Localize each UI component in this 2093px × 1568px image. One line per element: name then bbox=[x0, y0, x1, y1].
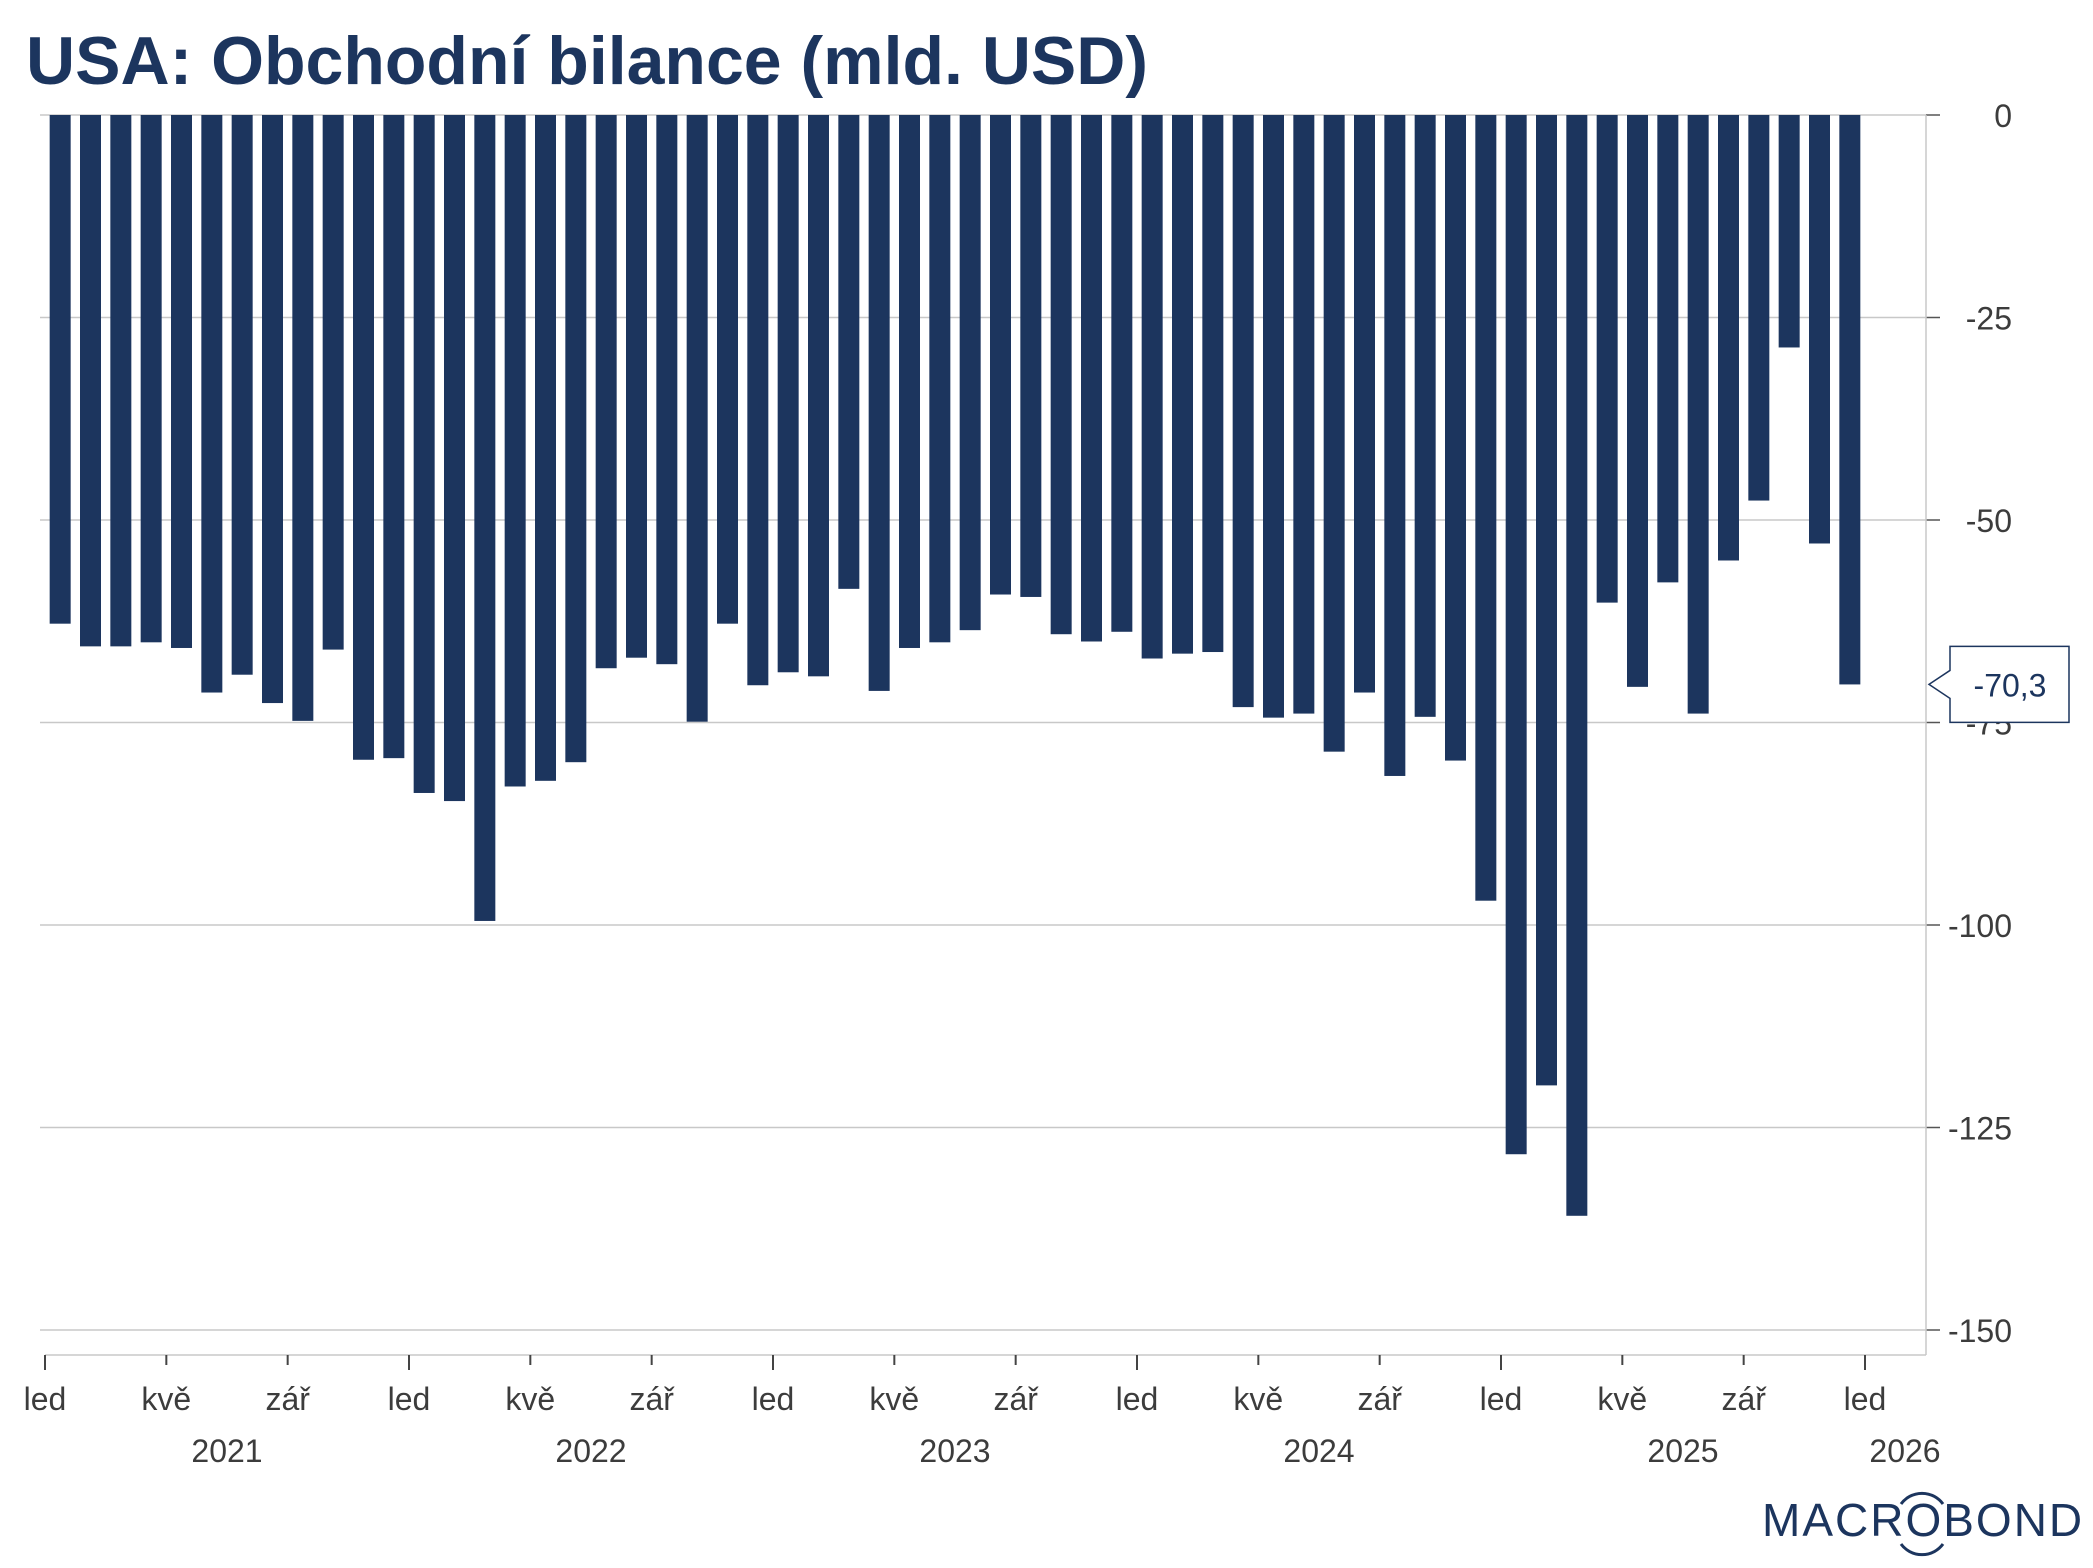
x-year-label: 2024 bbox=[1283, 1433, 1354, 1469]
bar-2021-10 bbox=[322, 115, 344, 650]
x-month-label: zář bbox=[1721, 1381, 1767, 1417]
bar-2025-06 bbox=[1657, 115, 1679, 583]
bar-2021-09 bbox=[292, 115, 314, 721]
bar-2025-08 bbox=[1718, 115, 1739, 561]
bar-2025-11 bbox=[1809, 115, 1830, 544]
bar-2024-10 bbox=[1414, 115, 1436, 717]
x-month-label: led bbox=[1480, 1381, 1523, 1417]
bar-2022-01 bbox=[413, 115, 435, 793]
bar-2024-12 bbox=[1475, 115, 1497, 901]
x-year-label: 2022 bbox=[555, 1433, 626, 1469]
bar-2023-03 bbox=[838, 115, 860, 589]
y-tick-label: -150 bbox=[1948, 1313, 2012, 1349]
bar-2021-05 bbox=[171, 115, 192, 648]
bar-2025-02 bbox=[1536, 115, 1557, 1086]
bar-2025-03 bbox=[1566, 115, 1588, 1216]
bar-2025-09 bbox=[1748, 115, 1770, 501]
bar-2021-03 bbox=[110, 115, 132, 647]
bar-2024-07 bbox=[1323, 115, 1345, 752]
bar-2023-10 bbox=[1050, 115, 1072, 635]
bar-2023-05 bbox=[899, 115, 920, 648]
x-month-label: led bbox=[1844, 1381, 1887, 1417]
bar-2022-09 bbox=[656, 115, 678, 665]
x-month-label: zář bbox=[265, 1381, 311, 1417]
x-month-label: zář bbox=[629, 1381, 675, 1417]
bar-2025-04 bbox=[1596, 115, 1618, 603]
x-year-label: 2026 bbox=[1869, 1433, 1940, 1469]
bar-2022-05 bbox=[535, 115, 556, 781]
bar-2021-11 bbox=[353, 115, 374, 760]
x-month-label: kvě bbox=[505, 1381, 555, 1417]
bar-2023-11 bbox=[1081, 115, 1102, 642]
y-tick-label: -100 bbox=[1948, 908, 2012, 944]
last-value-label: -70,3 bbox=[1974, 667, 2047, 703]
bar-2022-04 bbox=[504, 115, 526, 787]
bar-2024-05 bbox=[1263, 115, 1284, 718]
bar-2023-04 bbox=[868, 115, 890, 691]
bar-2023-01 bbox=[777, 115, 799, 673]
x-month-label: zář bbox=[1357, 1381, 1403, 1417]
bar-2023-06 bbox=[929, 115, 951, 643]
bar-2024-11 bbox=[1445, 115, 1466, 761]
bar-2022-12 bbox=[747, 115, 769, 686]
bar-2024-09 bbox=[1384, 115, 1406, 776]
bar-2023-07 bbox=[959, 115, 981, 631]
x-year-label: 2021 bbox=[191, 1433, 262, 1469]
x-month-label: kvě bbox=[869, 1381, 919, 1417]
macrobond-logo: MACROBOND bbox=[1762, 1491, 2084, 1557]
bar-2024-01 bbox=[1141, 115, 1163, 659]
chart-title: USA: Obchodní bilance (mld. USD) bbox=[26, 23, 1149, 99]
x-month-label: kvě bbox=[141, 1381, 191, 1417]
x-month-label: kvě bbox=[1233, 1381, 1283, 1417]
bar-2021-08 bbox=[262, 115, 283, 704]
bar-2023-08 bbox=[990, 115, 1011, 595]
bar-2023-09 bbox=[1020, 115, 1042, 597]
bar-2022-02 bbox=[444, 115, 465, 802]
y-tick-label: -25 bbox=[1966, 301, 2012, 337]
x-month-label: led bbox=[752, 1381, 795, 1417]
bar-2021-02 bbox=[80, 115, 101, 647]
bar-2022-03 bbox=[474, 115, 496, 921]
x-month-label: led bbox=[388, 1381, 431, 1417]
bar-2025-12 bbox=[1839, 115, 1861, 685]
x-month-label: led bbox=[1116, 1381, 1159, 1417]
x-year-label: 2025 bbox=[1647, 1433, 1718, 1469]
bar-2022-10 bbox=[686, 115, 708, 722]
last-value-callout bbox=[1927, 645, 2070, 724]
bar-2021-01 bbox=[49, 115, 71, 624]
bar-2025-01 bbox=[1505, 115, 1527, 1155]
x-month-label: led bbox=[24, 1381, 67, 1417]
bar-2024-04 bbox=[1232, 115, 1254, 708]
bar-2022-11 bbox=[717, 115, 738, 624]
bar-2021-07 bbox=[231, 115, 253, 675]
bar-2021-06 bbox=[201, 115, 223, 693]
bar-2022-08 bbox=[626, 115, 647, 658]
bar-2022-06 bbox=[565, 115, 587, 763]
bar-2025-10 bbox=[1778, 115, 1800, 348]
y-tick-label: -50 bbox=[1966, 503, 2012, 539]
bar-2023-12 bbox=[1111, 115, 1133, 632]
bar-2024-08 bbox=[1354, 115, 1375, 693]
bar-2024-06 bbox=[1293, 115, 1315, 714]
bar-2025-07 bbox=[1687, 115, 1709, 714]
bar-2025-05 bbox=[1627, 115, 1648, 687]
bar-2022-07 bbox=[595, 115, 617, 669]
x-year-label: 2023 bbox=[919, 1433, 990, 1469]
svg-text:MACROBOND: MACROBOND bbox=[1762, 1494, 2084, 1546]
y-tick-label: -125 bbox=[1948, 1111, 2012, 1147]
x-month-label: zář bbox=[993, 1381, 1039, 1417]
bar-2021-12 bbox=[383, 115, 405, 759]
bar-2021-04 bbox=[140, 115, 162, 643]
bar-2024-03 bbox=[1202, 115, 1224, 653]
x-month-label: kvě bbox=[1597, 1381, 1647, 1417]
y-tick-label: 0 bbox=[1994, 98, 2012, 134]
bar-2023-02 bbox=[808, 115, 829, 677]
bar-2024-02 bbox=[1172, 115, 1193, 654]
